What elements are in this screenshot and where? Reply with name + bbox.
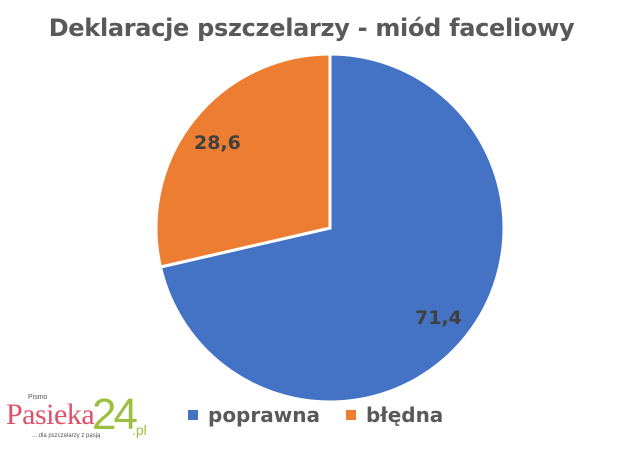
pie-slice-bledna[interactable] [154, 52, 332, 269]
legend-swatch-orange [345, 410, 356, 420]
pie-slice-poprawna[interactable] [158, 52, 506, 404]
legend-item-poprawna[interactable]: poprawna [188, 403, 320, 427]
logo-tagline: ... dla pszczelarzy z pasją [32, 433, 101, 439]
legend-label: poprawna [208, 403, 320, 427]
legend-item-bledna[interactable]: błędna [345, 403, 444, 427]
logo-domain: .pl [132, 422, 147, 438]
legend-swatch-blue [188, 410, 198, 420]
logo-pismo: Pismo [28, 394, 48, 401]
legend-label: błędna [365, 403, 444, 427]
legend: poprawna błędna [188, 403, 469, 427]
chart-title: Deklaracje pszczelarzy - miód faceliowy [48, 14, 575, 42]
logo-number: 24 [92, 390, 138, 439]
data-label-bledna: 28,6 [194, 132, 241, 154]
data-label-poprawna: 71,4 [415, 307, 462, 329]
pasieka24-logo: Pismo 24 Pasieka .pl ... dla pszczelarzy… [4, 390, 154, 447]
logo-name: Pasieka [6, 398, 95, 431]
